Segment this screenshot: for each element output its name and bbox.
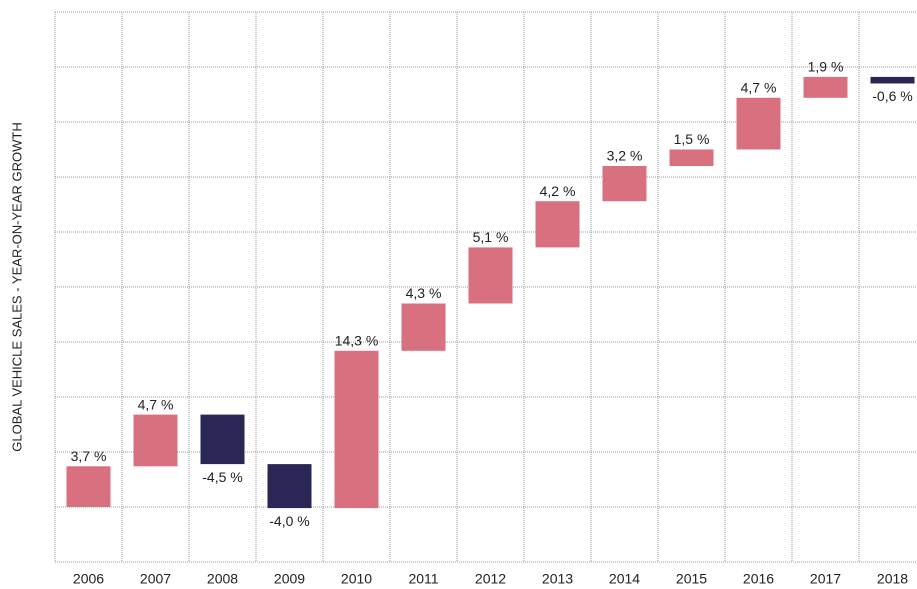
data-label: 4,2 %	[540, 183, 576, 199]
data-label: -0,6 %	[872, 88, 912, 104]
bar	[133, 414, 178, 467]
x-tick-label: 2010	[341, 571, 372, 587]
bar	[334, 350, 379, 509]
data-label: 14,3 %	[335, 333, 379, 349]
bar	[535, 201, 580, 248]
y-axis-label: GLOBAL VEHICLE SALES - YEAR-ON-YEAR GROW…	[9, 122, 24, 451]
data-label: 4,7 %	[741, 80, 777, 96]
x-tick-label: 2007	[140, 571, 171, 587]
data-label: 1,5 %	[674, 131, 710, 147]
x-tick-label: 2009	[274, 571, 305, 587]
x-tick-label: 2012	[475, 571, 506, 587]
x-tick-label: 2015	[676, 571, 707, 587]
x-tick-label: 2008	[207, 571, 238, 587]
data-label: 3,2 %	[607, 148, 643, 164]
data-label: 1,9 %	[808, 59, 844, 75]
x-tick-label: 2006	[73, 571, 104, 587]
bar	[803, 76, 848, 98]
x-tick-label: 2014	[609, 571, 640, 587]
bar	[267, 464, 312, 509]
bar	[66, 466, 111, 507]
data-label: 4,7 %	[138, 396, 174, 412]
bar	[200, 414, 245, 465]
x-tick-label: 2017	[810, 571, 841, 587]
bar	[736, 97, 781, 150]
x-tick-label: 2018	[877, 571, 908, 587]
bar	[602, 166, 647, 202]
bar	[401, 303, 446, 351]
bar	[669, 149, 714, 166]
x-tick-label: 2011	[408, 571, 438, 587]
data-label: -4,5 %	[202, 469, 242, 485]
x-tick-label: 2016	[743, 571, 774, 587]
data-label: -4,0 %	[269, 513, 309, 529]
data-label: 3,7 %	[71, 448, 107, 464]
data-label: 5,1 %	[473, 229, 509, 245]
bar	[870, 76, 915, 84]
bar	[468, 247, 513, 304]
data-label: 4,3 %	[406, 285, 442, 301]
x-tick-label: 2013	[542, 571, 573, 587]
